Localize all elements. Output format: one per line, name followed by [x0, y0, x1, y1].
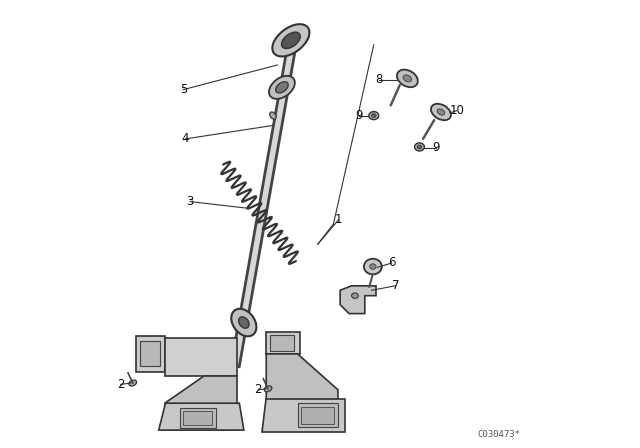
Polygon shape — [165, 338, 237, 376]
Text: 9: 9 — [432, 141, 439, 155]
Ellipse shape — [282, 32, 300, 48]
Ellipse shape — [351, 293, 358, 298]
Ellipse shape — [369, 112, 379, 120]
Ellipse shape — [437, 109, 445, 115]
Ellipse shape — [264, 386, 272, 392]
Text: 8: 8 — [375, 73, 382, 86]
Ellipse shape — [370, 264, 376, 269]
Polygon shape — [270, 335, 294, 351]
Polygon shape — [140, 341, 160, 366]
Polygon shape — [183, 411, 212, 425]
Text: 9: 9 — [355, 109, 363, 122]
Ellipse shape — [129, 380, 136, 386]
Ellipse shape — [403, 75, 412, 82]
Ellipse shape — [417, 145, 422, 149]
Polygon shape — [136, 336, 165, 372]
Text: 10: 10 — [449, 104, 464, 117]
Ellipse shape — [269, 76, 295, 99]
Text: 2: 2 — [255, 383, 262, 396]
Ellipse shape — [231, 309, 257, 336]
Ellipse shape — [364, 258, 382, 274]
Polygon shape — [180, 408, 216, 428]
Ellipse shape — [273, 24, 309, 56]
Text: 4: 4 — [182, 132, 189, 146]
Ellipse shape — [431, 104, 451, 120]
Text: 2: 2 — [117, 378, 124, 391]
Ellipse shape — [276, 82, 288, 93]
Polygon shape — [340, 286, 376, 314]
Ellipse shape — [397, 69, 418, 87]
Text: C030473*: C030473* — [477, 430, 521, 439]
Ellipse shape — [372, 114, 376, 117]
Polygon shape — [266, 354, 338, 426]
Text: 1: 1 — [335, 213, 342, 226]
Ellipse shape — [269, 112, 276, 119]
Polygon shape — [298, 403, 338, 427]
Polygon shape — [159, 403, 244, 430]
Polygon shape — [301, 407, 334, 424]
Polygon shape — [266, 332, 300, 354]
Polygon shape — [262, 399, 344, 432]
Ellipse shape — [415, 143, 424, 151]
Text: 5: 5 — [180, 83, 187, 96]
Text: 7: 7 — [392, 279, 399, 293]
Polygon shape — [165, 376, 237, 430]
Ellipse shape — [239, 317, 249, 328]
Text: 6: 6 — [388, 256, 396, 270]
Text: 3: 3 — [186, 195, 194, 208]
